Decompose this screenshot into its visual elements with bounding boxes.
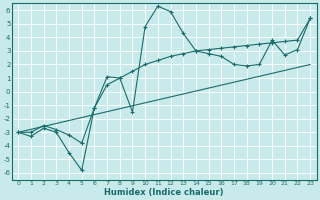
X-axis label: Humidex (Indice chaleur): Humidex (Indice chaleur): [104, 188, 224, 197]
